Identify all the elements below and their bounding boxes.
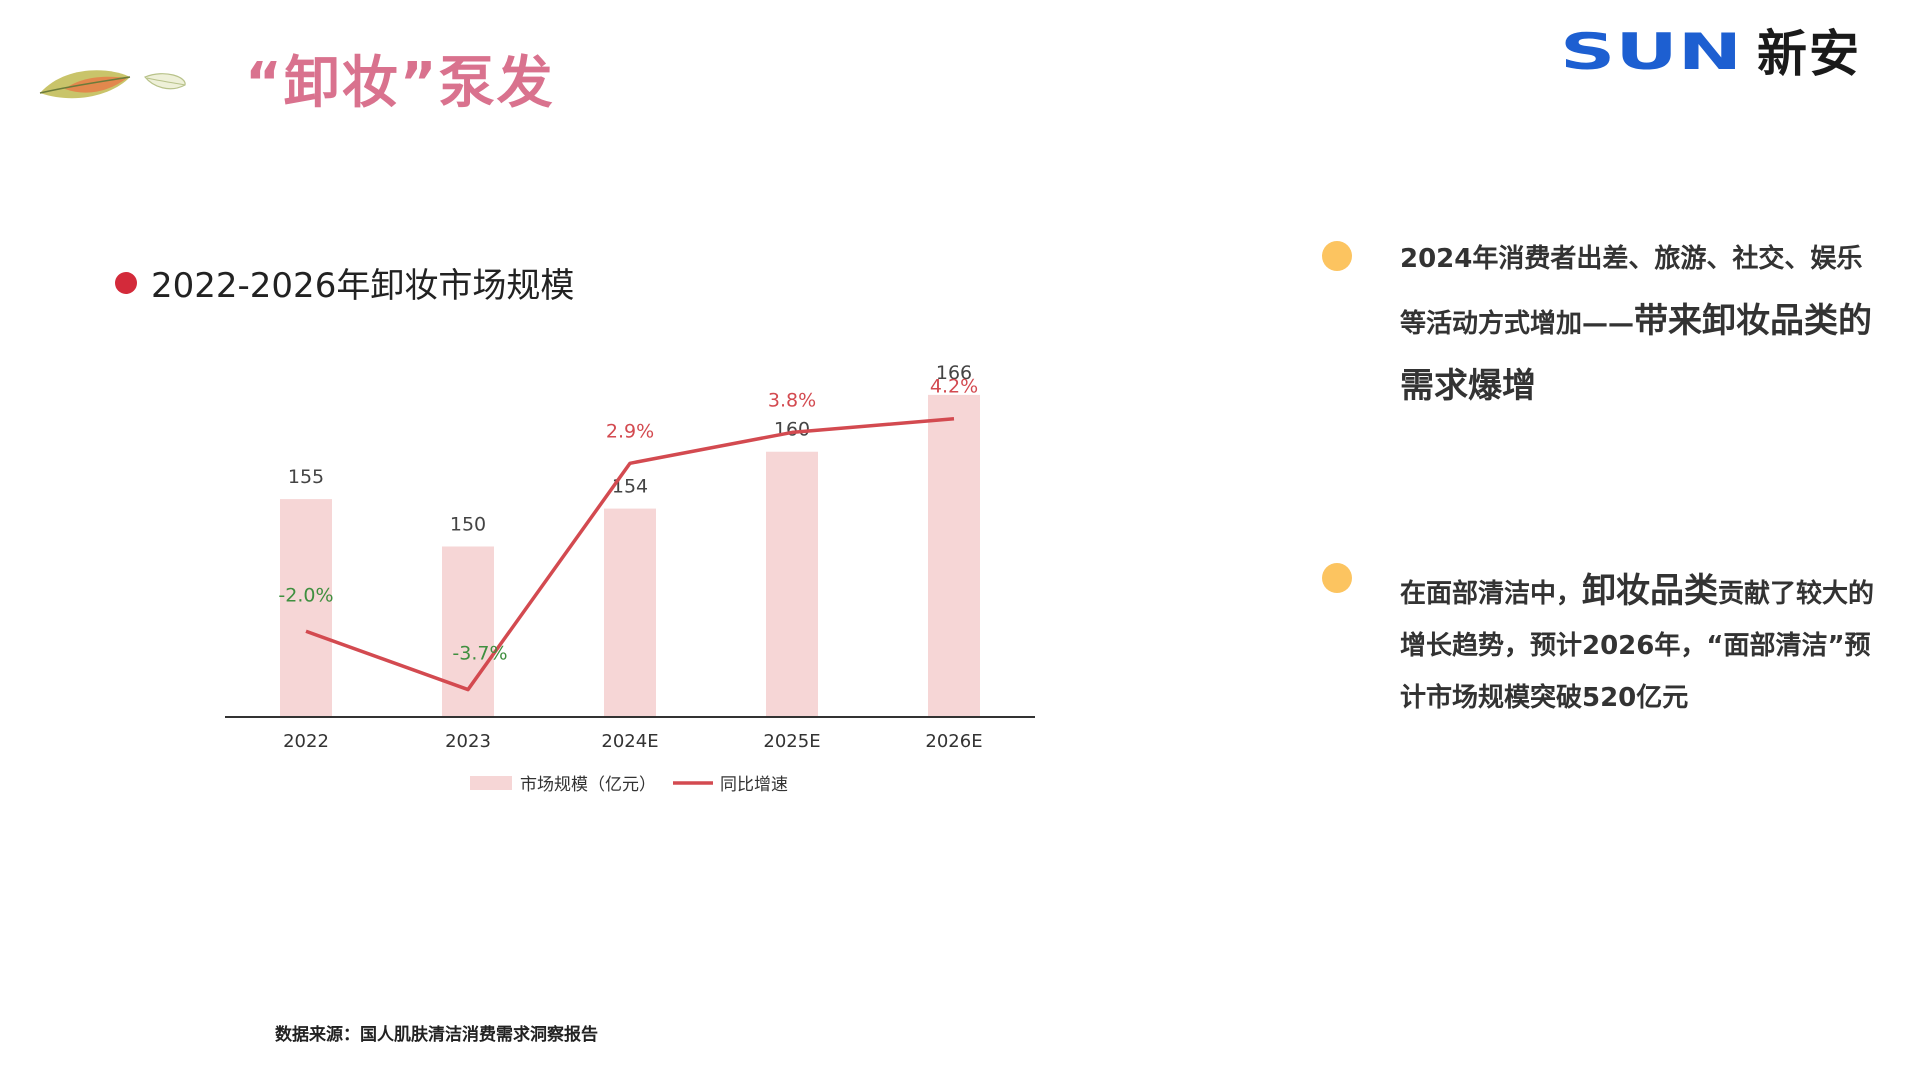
point-2-highlight: 卸妆品类	[1582, 571, 1719, 611]
bullet-icon-2	[1322, 563, 1352, 593]
chart-heading-text: 2022-2026年卸妆市场规模	[151, 266, 575, 306]
legend-bar-swatch	[470, 776, 512, 790]
bar-2022	[280, 499, 332, 717]
data-source: 数据来源：国人肌肤清洁消费需求洞察报告	[275, 1025, 598, 1045]
growth-rate-line	[305, 416, 955, 692]
market-size-chart: 155202215020231542024E1602025E1662026E-2…	[225, 362, 1035, 795]
point-1-highlight: 带来卸妆品类的需求爆增	[1400, 301, 1873, 406]
bar-value-label-2023: 150	[450, 513, 486, 535]
point-2-normal-a: 在面部清洁中，	[1400, 579, 1583, 609]
svg-text:SUN: SUN	[1560, 27, 1742, 73]
growth-label-2022: -2.0%	[278, 584, 333, 606]
point-2-normal-b: 贡献了较大的增长趋势，预计2026年，“面部清洁”预计市场规模突破520亿元	[1400, 579, 1875, 713]
bar-value-label-2022: 155	[288, 466, 324, 488]
point-1-text: 2024年消费者出差、旅游、社交、娱乐等活动方式增加——带来卸妆品类的需求爆增	[1400, 228, 1880, 420]
bar-2025E	[766, 451, 818, 717]
bar-2024E	[604, 508, 656, 717]
bar-2026E	[928, 394, 980, 717]
chart-heading: 2022-2026年卸妆市场规模	[115, 258, 574, 307]
x-tick-label-2026E: 2026E	[925, 731, 982, 752]
x-tick-label-2022: 2022	[283, 731, 329, 752]
legend-bar-label: 市场规模（亿元）	[520, 775, 656, 795]
bar-value-label-2026E: 166	[936, 362, 972, 384]
heading-bullet-icon	[115, 271, 137, 294]
x-tick-label-2025E: 2025E	[763, 731, 820, 752]
logo-chinese-text: 新安	[1757, 25, 1861, 83]
bar-2023	[442, 546, 494, 717]
growth-label-2026E: 4.2%	[930, 376, 978, 398]
x-tick-label-2023: 2023	[445, 731, 491, 752]
growth-label-2023: -3.7%	[452, 643, 507, 665]
x-tick-label-2024E: 2024E	[601, 731, 658, 752]
brand-logo: SUN 新安	[1560, 20, 1861, 83]
bullet-icon-1	[1322, 241, 1352, 271]
bar-value-label-2024E: 154	[612, 476, 648, 498]
point-2-text: 在面部清洁中，卸妆品类贡献了较大的增长趋势，预计2026年，“面部清洁”预计市场…	[1400, 565, 1880, 724]
growth-label-2024E: 2.9%	[606, 420, 654, 442]
growth-label-2025E: 3.8%	[768, 389, 816, 411]
legend-line-label: 同比增速	[720, 775, 788, 795]
sun-logo-icon: SUN	[1560, 27, 1742, 73]
leaf-decoration-icon	[39, 70, 186, 99]
point-1-normal: 2024年消费者出差、旅游、社交、娱乐等活动方式增加——	[1400, 244, 1863, 339]
page-title: “卸妆”泵发	[245, 51, 555, 116]
